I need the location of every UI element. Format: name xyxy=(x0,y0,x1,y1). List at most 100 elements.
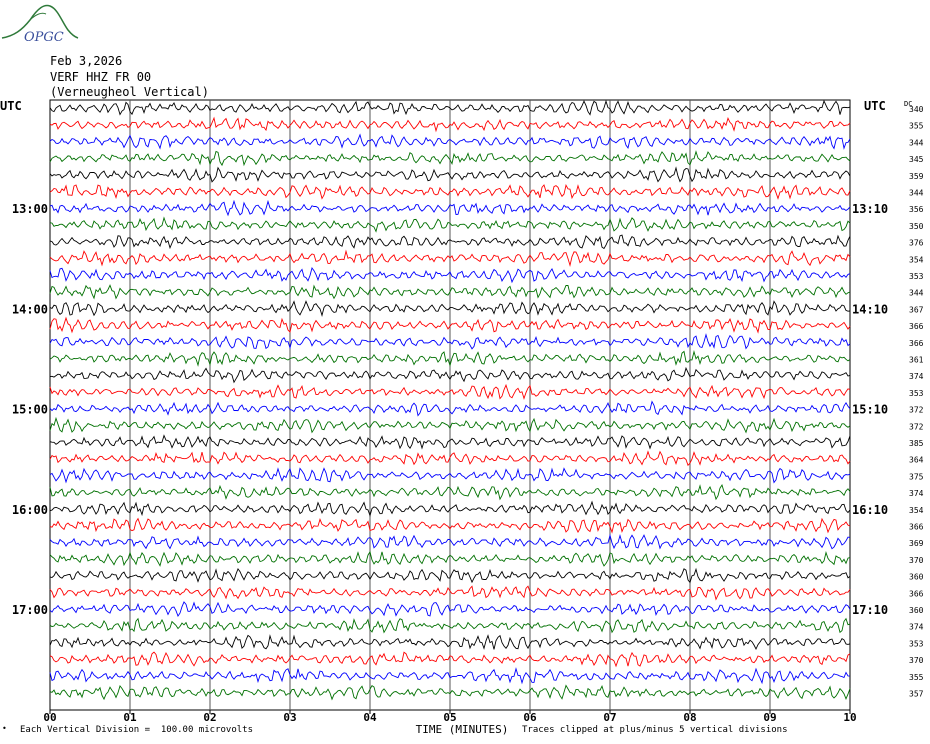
dc-offset-label: 366 xyxy=(909,322,924,331)
x-tick-label: 04 xyxy=(363,711,377,724)
trace-11 xyxy=(49,266,851,284)
trace-13 xyxy=(49,300,851,317)
trace-6 xyxy=(49,184,851,200)
dc-offset-label: 360 xyxy=(909,573,924,582)
dc-offset-label: 366 xyxy=(909,339,924,348)
scale-note: Each Vertical Division = 100.00 microvol… xyxy=(20,725,253,735)
dc-offset-label: 361 xyxy=(909,356,924,365)
trace-16 xyxy=(49,349,851,367)
dc-offset-label: 370 xyxy=(909,656,924,665)
dc-offset-label: 374 xyxy=(909,623,924,632)
label-layer: 340 355 344 345 359 344 356 350 376 354 353 344 367 3… xyxy=(0,99,924,736)
dc-offset-label: 372 xyxy=(909,406,924,415)
trace-8 xyxy=(49,216,851,233)
dc-offset-label: 360 xyxy=(909,606,924,615)
trace-32 xyxy=(49,617,851,634)
trace-19 xyxy=(49,400,851,417)
trace-2 xyxy=(49,116,851,133)
dc-offset-label: 369 xyxy=(909,539,924,548)
dc-offset-label: 366 xyxy=(909,589,924,598)
trace-7 xyxy=(49,199,851,217)
dc-offset-label: 370 xyxy=(909,556,924,565)
right-time-label: 17:10 xyxy=(852,603,888,617)
x-tick-label: 07 xyxy=(603,711,616,724)
right-time-label: 15:10 xyxy=(852,403,888,417)
dc-offset-label: 385 xyxy=(909,439,924,448)
dc-offset-label: 353 xyxy=(909,389,924,398)
right-time-label: 16:10 xyxy=(852,503,888,517)
dc-offset-label: 350 xyxy=(909,222,924,231)
trace-24 xyxy=(49,484,851,501)
trace-36 xyxy=(49,684,851,701)
trace-25 xyxy=(49,500,851,517)
trace-35 xyxy=(49,667,851,685)
dc-offset-label: 374 xyxy=(909,489,924,498)
left-time-label: 14:00 xyxy=(12,302,48,316)
dc-offset-label: 344 xyxy=(909,289,924,298)
trace-22 xyxy=(49,450,851,467)
trace-20 xyxy=(49,416,851,434)
trace-23 xyxy=(49,467,851,484)
right-time-label: 14:10 xyxy=(852,302,888,316)
logo-text: OPGC xyxy=(24,30,64,45)
x-tick-label: 03 xyxy=(283,711,296,724)
trace-layer xyxy=(49,99,851,701)
left-utc-label: UTC xyxy=(0,99,22,113)
left-time-label: 17:00 xyxy=(12,603,48,617)
dc-offset-label: 340 xyxy=(909,105,924,114)
trace-33 xyxy=(49,634,851,651)
trace-4 xyxy=(49,150,851,167)
dc-offset-label: 353 xyxy=(909,272,924,281)
trace-29 xyxy=(49,567,851,584)
dc-offset-label: 367 xyxy=(909,305,924,314)
dc-offset-label: 374 xyxy=(909,372,924,381)
dc-offset-label: 355 xyxy=(909,673,924,682)
right-utc-label: UTC xyxy=(864,99,886,113)
dc-offset-label: 344 xyxy=(909,189,924,198)
dc-offset-label: 376 xyxy=(909,239,924,248)
trace-3 xyxy=(49,133,851,150)
dc-header: DC xyxy=(904,100,912,108)
dc-offset-label: 359 xyxy=(909,172,924,181)
left-time-label: 13:00 xyxy=(12,202,48,216)
trace-1 xyxy=(49,99,851,116)
station-channel: VERF HHZ FR 00 xyxy=(50,70,152,84)
dc-offset-label: 345 xyxy=(909,155,924,164)
dc-offset-label: 366 xyxy=(909,523,924,532)
dc-offset-label: 344 xyxy=(909,138,924,147)
dc-offset-label: 357 xyxy=(909,690,924,699)
dc-offset-label: 353 xyxy=(909,639,924,648)
trace-15 xyxy=(49,333,851,350)
right-time-label: 13:10 xyxy=(852,202,888,216)
trace-12 xyxy=(49,284,851,300)
left-time-label: 16:00 xyxy=(12,503,48,517)
dc-offset-label: 375 xyxy=(909,472,924,481)
trace-26 xyxy=(49,517,851,534)
trace-5 xyxy=(49,166,851,183)
trace-18 xyxy=(49,383,851,400)
logo-icon: OPGC xyxy=(1,4,79,45)
x-tick-label: 05 xyxy=(443,711,456,724)
x-tick-label: 08 xyxy=(683,711,696,724)
x-tick-label: 01 xyxy=(123,711,137,724)
x-tick-label: 09 xyxy=(763,711,776,724)
trace-10 xyxy=(49,249,851,268)
x-axis-title: TIME (MINUTES) xyxy=(416,723,509,736)
trace-31 xyxy=(49,601,851,617)
x-tick-label: 02 xyxy=(203,711,216,724)
dc-offset-label: 364 xyxy=(909,456,924,465)
trace-9 xyxy=(49,234,851,250)
trace-30 xyxy=(49,585,851,601)
dc-offset-label: 354 xyxy=(909,506,924,515)
trace-21 xyxy=(49,434,851,450)
x-tick-label: 00 xyxy=(43,711,56,724)
trace-34 xyxy=(49,651,851,668)
left-time-label: 15:00 xyxy=(12,403,48,417)
station-name: (Verneugheol Vertical) xyxy=(50,85,209,99)
x-tick-label: 10 xyxy=(843,711,856,724)
clip-note: Traces clipped at plus/minus 5 vertical … xyxy=(522,725,788,735)
grid-layer xyxy=(49,99,851,714)
dc-offset-label: 372 xyxy=(909,422,924,431)
dc-offset-label: 356 xyxy=(909,205,924,214)
